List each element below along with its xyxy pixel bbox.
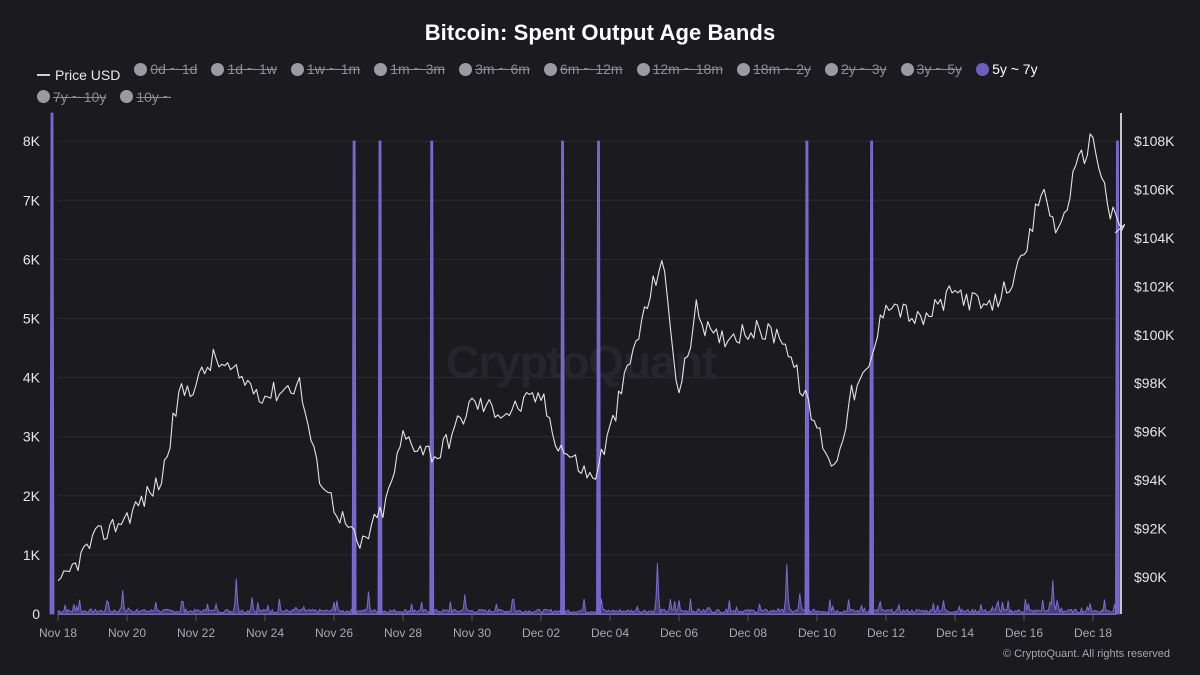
x-tick-label: Nov 18 bbox=[39, 626, 77, 640]
chart-title: Bitcoin: Spent Output Age Bands bbox=[424, 20, 776, 45]
band-5y-7y-spike bbox=[560, 140, 565, 615]
y-left-tick-label: 1K bbox=[23, 547, 41, 563]
y-right-tick-label: $104K bbox=[1134, 230, 1175, 246]
band-5y-7y-spike bbox=[49, 112, 55, 615]
copyright-footer: © CryptoQuant. All rights reserved bbox=[1002, 648, 1170, 660]
circle-swatch-icon bbox=[211, 62, 225, 76]
legend: Price USD 0d ~ 1d 1d ~ 1w 1w ~ 1m 1m ~ 3m 3m … bbox=[37, 58, 1177, 109]
band-5y-7y-spike bbox=[429, 140, 435, 615]
circle-swatch-icon bbox=[120, 90, 134, 104]
legend-item-2y-3y[interactable]: 2y ~ 3y bbox=[825, 58, 887, 80]
x-tick-label: Nov 20 bbox=[108, 626, 146, 640]
legend-item-18m-2y[interactable]: 18m ~ 2y bbox=[737, 58, 811, 80]
price-usd-line bbox=[57, 133, 1126, 582]
y-right-tick-label: $106K bbox=[1134, 181, 1175, 197]
legend-label: 18m ~ 2y bbox=[753, 61, 811, 77]
legend-label: 6m ~ 12m bbox=[559, 61, 623, 77]
legend-label: 1w ~ 1m bbox=[306, 61, 361, 77]
circle-swatch-icon bbox=[374, 62, 388, 76]
x-tick-label: Dec 02 bbox=[522, 626, 560, 640]
circle-swatch-icon bbox=[134, 62, 148, 76]
y-right-tick-label: $98K bbox=[1134, 375, 1167, 391]
y-left-tick-label: 8K bbox=[23, 133, 41, 149]
y-right-tick-label: $92K bbox=[1134, 521, 1167, 537]
x-tick-label: Dec 18 bbox=[1074, 626, 1112, 640]
legend-item-3m-6m[interactable]: 3m ~ 6m bbox=[459, 58, 530, 80]
legend-label: 12m ~ 18m bbox=[652, 61, 724, 77]
y-left-tick-label: 7K bbox=[23, 192, 41, 208]
x-tick-label: Dec 16 bbox=[1005, 626, 1043, 640]
band-5y-7y-spike bbox=[596, 140, 601, 615]
legend-item-1d-1w[interactable]: 1d ~ 1w bbox=[211, 58, 277, 80]
band-5y-7y-spike bbox=[804, 140, 810, 615]
y-right-tick-label: $94K bbox=[1134, 472, 1167, 488]
legend-label: 5y ~ 7y bbox=[992, 61, 1038, 77]
legend-item-1m-3m[interactable]: 1m ~ 3m bbox=[374, 58, 445, 80]
circle-swatch-icon bbox=[900, 62, 914, 76]
x-tick-label: Nov 24 bbox=[246, 626, 284, 640]
y-right-tick-label: $96K bbox=[1134, 424, 1167, 440]
x-tick-label: Nov 26 bbox=[315, 626, 353, 640]
circle-swatch-icon bbox=[543, 62, 557, 76]
x-tick-label: Nov 28 bbox=[384, 626, 422, 640]
y-left-tick-label: 3K bbox=[23, 429, 41, 445]
band-5y-7y-area bbox=[57, 563, 1117, 615]
x-tick-label: Nov 30 bbox=[453, 626, 491, 640]
legend-label: 1d ~ 1w bbox=[227, 61, 277, 77]
x-tick-label: Dec 06 bbox=[660, 626, 698, 640]
x-tick-label: Dec 12 bbox=[867, 626, 905, 640]
legend-label: 3y ~ 5y bbox=[916, 61, 963, 77]
circle-swatch-icon bbox=[976, 62, 990, 76]
circle-swatch-icon bbox=[825, 62, 838, 76]
circle-swatch-icon bbox=[37, 90, 50, 104]
legend-label: 10y ~ bbox=[136, 88, 171, 105]
legend-label: 1m ~ 3m bbox=[390, 61, 446, 77]
y-left-tick-label: 6K bbox=[23, 251, 41, 267]
legend-label: Price USD bbox=[55, 66, 121, 83]
legend-item-price-usd[interactable]: Price USD bbox=[37, 64, 120, 86]
line-swatch-icon bbox=[37, 74, 50, 76]
y-left-tick-label: 5K bbox=[23, 311, 41, 327]
y-right-tick-label: $90K bbox=[1134, 569, 1167, 585]
x-tick-label: Dec 14 bbox=[936, 626, 974, 640]
legend-item-10y[interactable]: 10y ~ bbox=[120, 86, 171, 108]
legend-item-6m-12m[interactable]: 6m ~ 12m bbox=[543, 58, 623, 80]
circle-swatch-icon bbox=[737, 62, 751, 76]
legend-label: 2y ~ 3y bbox=[841, 61, 887, 77]
legend-item-0d-1d[interactable]: 0d ~ 1d bbox=[134, 58, 197, 80]
legend-item-7y-10y[interactable]: 7y ~ 10y bbox=[37, 86, 106, 108]
x-tick-label: Dec 10 bbox=[798, 626, 836, 640]
band-5y-7y-spike bbox=[377, 140, 383, 615]
circle-swatch-icon bbox=[459, 62, 473, 76]
band-5y-7y-spike bbox=[869, 140, 875, 615]
legend-label: 3m ~ 6m bbox=[475, 61, 530, 77]
legend-item-3y-5y[interactable]: 3y ~ 5y bbox=[900, 58, 963, 80]
y-right-tick-label: $108K bbox=[1134, 133, 1175, 149]
legend-item-5y-7y[interactable]: 5y ~ 7y bbox=[976, 58, 1038, 80]
y-right-tick-label: $100K bbox=[1134, 327, 1175, 343]
legend-label: 7y ~ 10y bbox=[53, 88, 107, 105]
y-right-tick-label: $102K bbox=[1134, 278, 1175, 294]
circle-swatch-icon bbox=[290, 62, 304, 76]
legend-label: 0d ~ 1d bbox=[150, 61, 198, 77]
y-left-tick-label: 4K bbox=[23, 370, 41, 386]
y-left-tick-label: 0 bbox=[32, 606, 40, 622]
legend-item-1w-1m[interactable]: 1w ~ 1m bbox=[290, 58, 361, 80]
band-5y-7y-spike bbox=[1115, 140, 1120, 615]
x-tick-label: Dec 08 bbox=[729, 626, 767, 640]
x-tick-label: Nov 22 bbox=[177, 626, 215, 640]
y-left-tick-label: 2K bbox=[23, 488, 41, 504]
x-tick-label: Dec 04 bbox=[591, 626, 629, 640]
band-5y-7y-spike bbox=[351, 140, 357, 615]
circle-swatch-icon bbox=[636, 62, 650, 76]
legend-item-12m-18m[interactable]: 12m ~ 18m bbox=[636, 58, 724, 80]
